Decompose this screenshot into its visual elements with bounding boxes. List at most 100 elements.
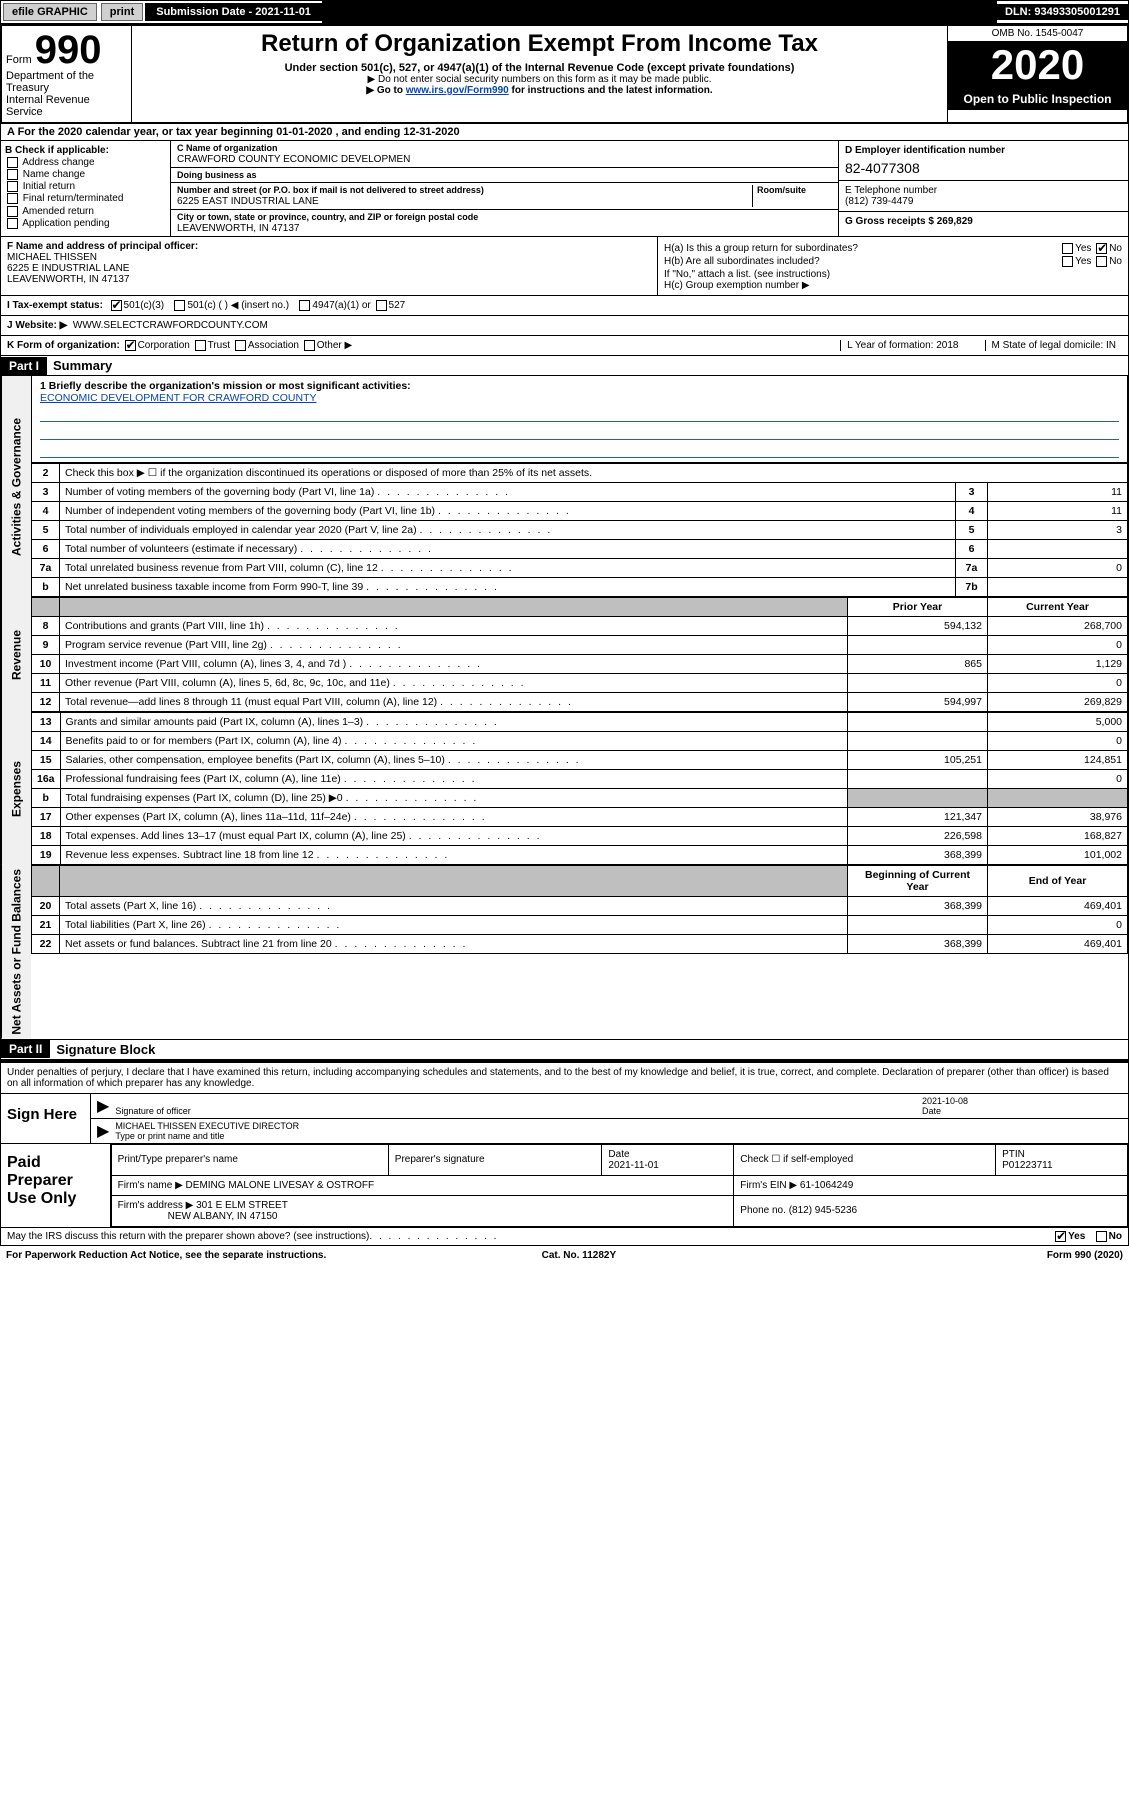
line-desc: Total revenue—add lines 8 through 11 (mu… xyxy=(60,693,848,712)
check-trust[interactable] xyxy=(195,340,206,351)
form-label: Form xyxy=(6,54,32,66)
mission-text[interactable]: ECONOMIC DEVELOPMENT FOR CRAWFORD COUNTY xyxy=(40,392,317,404)
check-amended[interactable]: Amended return xyxy=(5,206,166,217)
tel-label: E Telephone number xyxy=(845,185,937,196)
city: LEAVENWORTH, IN 47137 xyxy=(177,223,299,234)
col-c: C Name of organization CRAWFORD COUNTY E… xyxy=(171,141,838,236)
status-c3: 501(c)(3) xyxy=(124,300,165,311)
line-curr: 168,827 xyxy=(988,827,1128,846)
check-name-change[interactable]: Name change xyxy=(5,169,166,180)
line-num: 13 xyxy=(32,713,61,732)
h-a-no[interactable]: No xyxy=(1109,243,1122,254)
line-num: 18 xyxy=(32,827,61,846)
check-final-return[interactable]: Final return/terminated xyxy=(5,193,166,204)
line-desc: Total assets (Part X, line 16) xyxy=(60,897,848,916)
form990-link[interactable]: www.irs.gov/Form990 xyxy=(406,85,509,96)
prep-check-hdr[interactable]: Check ☐ if self-employed xyxy=(734,1144,996,1175)
line-curr: 0 xyxy=(988,732,1128,751)
k-row: K Form of organization: Corporation Trus… xyxy=(0,336,1129,356)
h-b-label: H(b) Are all subordinates included? xyxy=(664,256,820,267)
line-num: 20 xyxy=(32,897,60,916)
firm-name: DEMING MALONE LIVESAY & OSTROFF xyxy=(186,1180,375,1191)
tel-row: E Telephone number (812) 739-4479 xyxy=(839,181,1128,212)
submission-date: Submission Date - 2021-11-01 xyxy=(145,3,322,21)
gov-key: 3 xyxy=(956,483,988,502)
gov-desc: Number of voting members of the governin… xyxy=(60,483,956,502)
ein-row: D Employer identification number 82-4077… xyxy=(839,141,1128,181)
line-curr: 0 xyxy=(988,916,1128,935)
h-b-no[interactable]: No xyxy=(1109,256,1122,267)
h-b-yes[interactable]: Yes xyxy=(1075,256,1091,267)
line-desc: Investment income (Part VIII, column (A)… xyxy=(60,655,848,674)
irs-label: Internal Revenue Service xyxy=(6,94,127,118)
discuss-no-check[interactable] xyxy=(1096,1231,1107,1242)
gov-key: 4 xyxy=(956,502,988,521)
subtitle-1: Under section 501(c), 527, or 4947(a)(1)… xyxy=(138,62,941,74)
line-prior: 594,132 xyxy=(848,617,988,636)
check-initial-return[interactable]: Initial return xyxy=(5,181,166,192)
ein: 82-4077308 xyxy=(845,160,1122,176)
discuss-no: No xyxy=(1109,1231,1122,1242)
addr-label: Number and street (or P.O. box if mail i… xyxy=(177,185,484,195)
check-assoc[interactable] xyxy=(235,340,246,351)
preparer-table: Print/Type preparer's name Preparer's si… xyxy=(111,1144,1128,1227)
box-h: H(a) Is this a group return for subordin… xyxy=(658,237,1128,295)
preparer-label: Paid Preparer Use Only xyxy=(1,1144,111,1227)
revenue-table: Prior Year Current Year 8Contributions a… xyxy=(31,597,1128,712)
dln: DLN: 93493305001291 xyxy=(997,4,1128,20)
efile-button[interactable]: efile GRAPHIC xyxy=(3,3,97,21)
line-desc: Net assets or fund balances. Subtract li… xyxy=(60,935,848,954)
line-num: 12 xyxy=(32,693,60,712)
col-prior-year: Prior Year xyxy=(848,598,988,617)
firm-addr2: NEW ALBANY, IN 47150 xyxy=(168,1211,278,1222)
line-desc: Contributions and grants (Part VIII, lin… xyxy=(60,617,848,636)
check-other[interactable] xyxy=(304,340,315,351)
line-desc: Total fundraising expenses (Part IX, col… xyxy=(60,789,847,808)
website-row: J Website: ▶ WWW.SELECTCRAWFORDCOUNTY.CO… xyxy=(0,316,1129,336)
check-pending[interactable]: Application pending xyxy=(5,218,166,229)
firm-addr1: 301 E ELM STREET xyxy=(196,1200,288,1211)
header-mid: Return of Organization Exempt From Incom… xyxy=(132,26,947,122)
col-beginning-year: Beginning of Current Year xyxy=(848,866,988,897)
line-prior xyxy=(848,732,988,751)
form-footer: Form 990 (2020) xyxy=(1047,1250,1123,1261)
line-curr: 1,129 xyxy=(988,655,1128,674)
expenses-section: Expenses 13Grants and similar amounts pa… xyxy=(0,712,1129,865)
line-prior: 121,347 xyxy=(848,808,988,827)
check-527[interactable] xyxy=(376,300,387,311)
signature-section: Under penalties of perjury, I declare th… xyxy=(0,1060,1129,1228)
check-address-change[interactable]: Address change xyxy=(5,157,166,168)
sig-name-line: ▶ MICHAEL THISSEN EXECUTIVE DIRECTORType… xyxy=(91,1119,1128,1143)
col-b-title: B Check if applicable: xyxy=(5,145,109,156)
footer: For Paperwork Reduction Act Notice, see … xyxy=(0,1246,1129,1265)
gov-desc: Check this box ▶ ☐ if the organization d… xyxy=(60,464,1128,483)
subtitle-3: ▶ Go to www.irs.gov/Form990 for instruct… xyxy=(138,85,941,96)
ein-label: D Employer identification number xyxy=(845,145,1005,156)
part2-bar: Part II Signature Block xyxy=(0,1040,1129,1060)
col-b-checkboxes: B Check if applicable: Address change Na… xyxy=(1,141,171,236)
status-row: I Tax-exempt status: 501(c)(3) 501(c) ( … xyxy=(0,296,1129,316)
gov-desc: Total unrelated business revenue from Pa… xyxy=(60,559,956,578)
org-name-label: C Name of organization xyxy=(177,143,278,153)
line-desc: Total expenses. Add lines 13–17 (must eq… xyxy=(60,827,847,846)
line-curr: 5,000 xyxy=(988,713,1128,732)
city-label: City or town, state or province, country… xyxy=(177,212,478,222)
line-num: 17 xyxy=(32,808,61,827)
subtitle-2: ▶ Do not enter social security numbers o… xyxy=(138,74,941,85)
officer-name-title: MICHAEL THISSEN EXECUTIVE DIRECTOR xyxy=(115,1121,299,1131)
line-desc: Total liabilities (Part X, line 26) xyxy=(60,916,848,935)
topbar-spacer xyxy=(322,1,997,23)
arrow-icon: ▶ xyxy=(97,1096,109,1116)
net-hdr-desc xyxy=(60,866,848,897)
discuss-row: May the IRS discuss this return with the… xyxy=(0,1228,1129,1246)
check-4947[interactable] xyxy=(299,300,310,311)
h-a-yes[interactable]: Yes xyxy=(1075,243,1091,254)
check-corp[interactable] xyxy=(125,340,136,351)
part1-bar: Part I Summary xyxy=(0,356,1129,376)
discuss-yes-check[interactable] xyxy=(1055,1231,1066,1242)
check-501c[interactable] xyxy=(174,300,185,311)
check-501c3[interactable] xyxy=(111,300,122,311)
line-desc: Salaries, other compensation, employee b… xyxy=(60,751,847,770)
print-button[interactable]: print xyxy=(101,3,143,21)
sig-officer-line: ▶ Signature of officer 2021-10-08Date xyxy=(91,1094,1128,1119)
